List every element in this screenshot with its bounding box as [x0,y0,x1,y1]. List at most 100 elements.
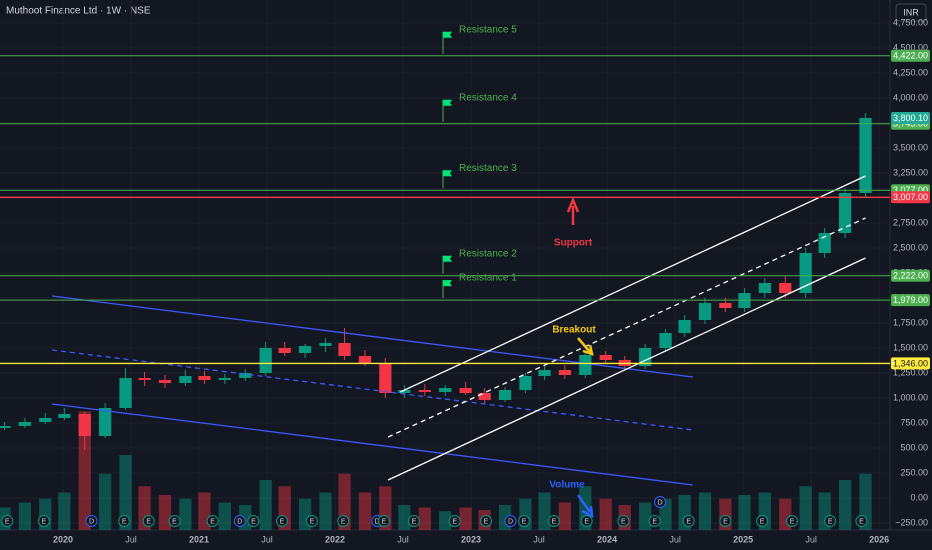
event-icon [518,515,531,527]
event-label: E [452,518,457,525]
volume-bar [558,502,572,530]
event-label: D [658,499,663,506]
x-tick-label: 2026 [869,534,889,544]
price-tag [891,191,930,204]
volume-bar [99,473,112,530]
price-tag [891,49,930,62]
volume-bar [799,486,812,530]
price-tag-label: 1,979.00 [893,295,928,305]
candle-body [558,370,572,375]
event-icon [548,515,561,527]
event-icon [617,515,630,527]
event-icon [233,515,246,527]
event-icon [824,515,837,527]
last-price-tag [891,111,930,124]
volume-bar [18,502,32,530]
x-tick-label: Jul [533,534,545,544]
trendline [400,175,866,393]
event-label: E [42,518,47,525]
event-icon [275,515,288,527]
event-label: E [723,518,728,525]
event-icon [448,515,461,527]
trendline [387,257,866,481]
event-label: E [310,518,315,525]
volume-bar [179,498,192,530]
annotation-arrow [577,337,594,356]
event-icon [654,496,667,508]
candle-body [779,283,792,293]
flag [443,99,452,106]
event-label: E [760,518,765,525]
event-icon [855,515,868,527]
candle-body [179,376,192,383]
candle-body [439,388,452,392]
volume-bar [418,507,431,530]
trendline [387,217,866,438]
candle-body [18,422,32,426]
price-tag [891,357,930,370]
x-tick-label: Jul [397,534,409,544]
y-tick-label: 4,750.00 [893,17,928,27]
candle-body [538,370,551,376]
currency-button[interactable] [895,3,927,22]
flag [443,280,452,287]
price-tag-label: 3,077.00 [893,185,928,195]
event-label: E [828,518,833,525]
event-label: E [251,518,256,525]
event-label: E [584,518,589,525]
event-icon [37,515,50,527]
candle-body [338,343,351,356]
annotation: Support [554,238,593,249]
annotation: Breakout [552,325,596,336]
candle-body [799,253,812,293]
event-icon [580,515,593,527]
event-icon [504,515,517,527]
event-label: E [412,518,417,525]
x-tick-label: Jul [805,534,817,544]
plot [0,0,890,530]
level-name: Resistance 5 [459,24,517,35]
y-tick-label: 1,250.00 [893,367,928,377]
volume-bar [538,492,551,530]
event-label: D [375,518,380,525]
candle-body [39,418,52,422]
y-tick-label: 1,000.00 [893,392,928,402]
candle-body [218,378,231,380]
y-tick-label: 750.00 [900,417,928,427]
y-tick-label: 2,750.00 [893,217,928,227]
volume-bar [599,498,612,530]
candle-body [758,283,771,293]
candle-body [278,348,291,353]
candle-body [158,380,172,383]
x-tick-label: Jul [669,534,681,544]
x-tick-label: 2021 [189,534,209,544]
candle-body [319,343,332,346]
candle-body [358,356,372,363]
x-tick-label: Jul [125,534,137,544]
x-tick-label: 2024 [597,534,617,544]
volume-bar [639,502,652,530]
candle-body [0,426,11,428]
event-icon [118,515,131,527]
candle-body [519,376,532,390]
currency-label: INR [903,7,919,17]
y-tick-label: 4,500.00 [893,42,928,52]
event-label: D [508,518,513,525]
event-label: E [5,518,10,525]
level-name: Resistance 4 [459,92,517,103]
event-label: E [382,518,387,525]
event-icon [648,515,661,527]
candle-body [198,376,211,380]
last-price-label: 3,800.10 [893,113,928,123]
candle-body [459,388,472,393]
chart-title: Muthoot Finance Ltd · 1W · NSE [6,6,151,17]
candle-body [719,303,732,308]
event-label: D [89,518,94,525]
event-label: E [522,518,527,525]
candle-body [579,355,592,375]
volume-bar [358,492,372,530]
y-tick-label: 3,250.00 [893,167,928,177]
event-icon [407,515,420,527]
event-label: E [790,518,795,525]
